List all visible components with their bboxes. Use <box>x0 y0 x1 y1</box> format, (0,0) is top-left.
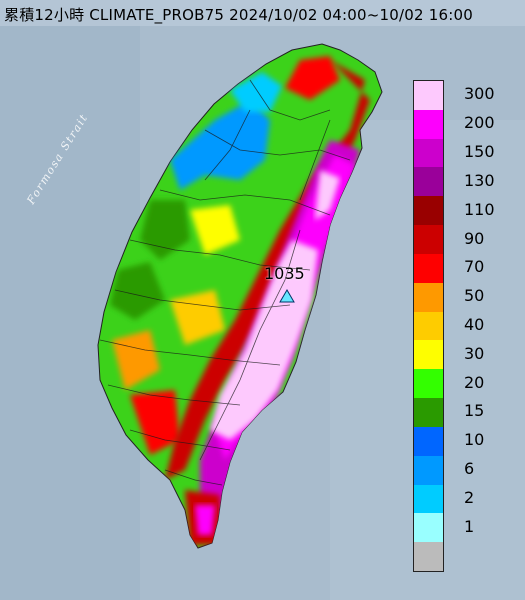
legend-label: 30 <box>464 343 485 363</box>
legend-swatch <box>414 138 443 168</box>
legend-label: 50 <box>464 286 485 306</box>
legend-label: 20 <box>464 372 485 392</box>
legend-swatch <box>414 225 443 255</box>
legend-swatch <box>414 455 443 486</box>
legend-label: 200 <box>464 113 495 133</box>
legend-label: 6 <box>464 459 475 479</box>
legend-label: 90 <box>464 228 485 248</box>
color-legend <box>413 80 444 572</box>
legend-swatch <box>414 542 443 572</box>
legend-swatch <box>414 311 443 341</box>
rainfall-field <box>99 56 370 545</box>
legend-label: 70 <box>464 257 485 277</box>
legend-swatch <box>414 282 443 313</box>
legend-label: 150 <box>464 142 495 162</box>
legend-swatch <box>414 196 443 226</box>
legend-label: 110 <box>464 199 495 219</box>
legend-swatch <box>414 398 443 428</box>
max-value-label: 1035 <box>264 264 305 283</box>
legend-label: 130 <box>464 170 495 190</box>
legend-swatch <box>414 109 443 140</box>
legend-label: 1 <box>464 516 475 536</box>
legend-swatch <box>414 340 443 370</box>
legend-swatch <box>414 369 443 399</box>
legend-swatch <box>414 167 443 197</box>
legend-swatch <box>414 253 443 284</box>
legend-label: 2 <box>464 487 475 507</box>
legend-swatch <box>414 513 443 543</box>
legend-swatch <box>414 426 443 457</box>
legend-label: 300 <box>464 84 495 104</box>
map-title: 累積12小時 CLIMATE_PROB75 2024/10/02 04:00~1… <box>4 6 473 24</box>
legend-label: 10 <box>464 430 485 450</box>
legend-swatch <box>414 81 443 111</box>
legend-label: 15 <box>464 401 485 421</box>
legend-swatch <box>414 484 443 514</box>
max-station-triangle-icon <box>279 289 295 303</box>
legend-label: 40 <box>464 315 485 334</box>
